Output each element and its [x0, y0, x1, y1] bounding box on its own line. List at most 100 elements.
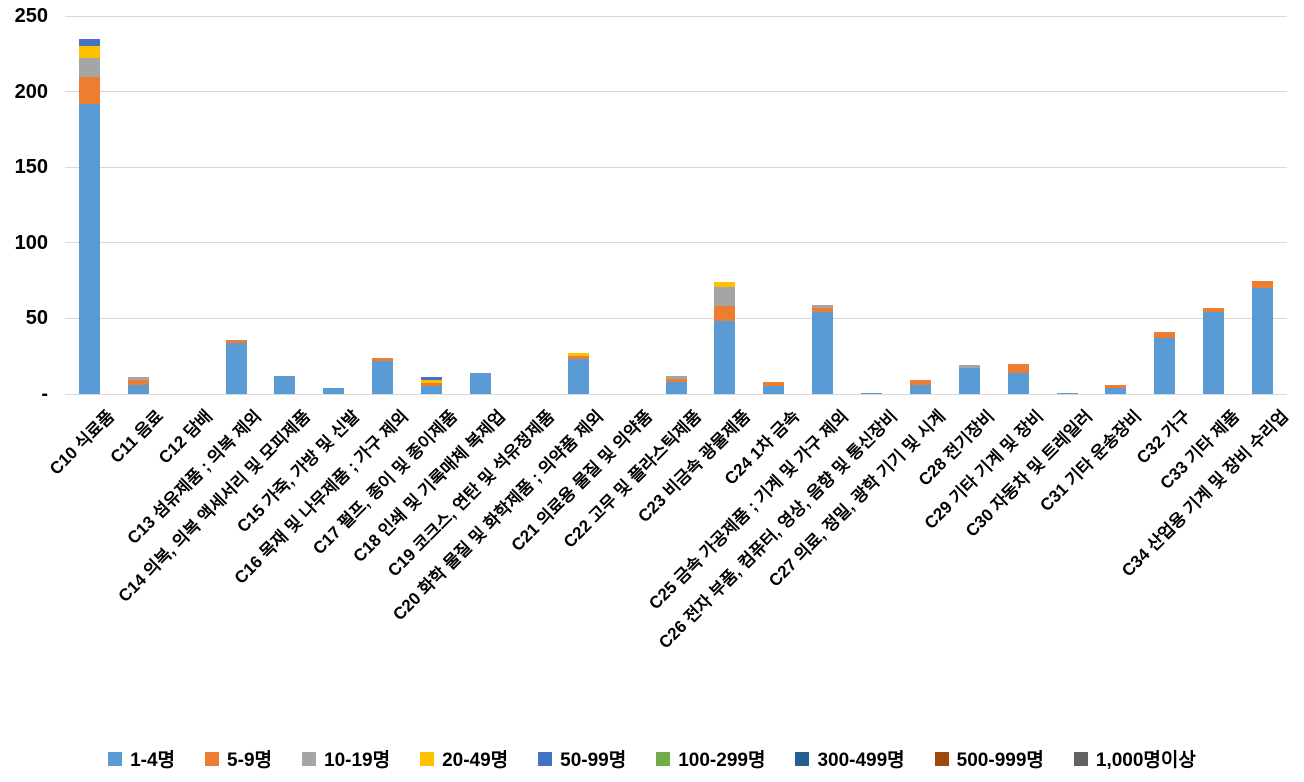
- legend-color-swatch-icon: [205, 751, 220, 766]
- bar-segment: [1154, 338, 1176, 394]
- y-axis-label: 150: [14, 156, 48, 179]
- legend-color-swatch-icon: [1073, 751, 1088, 766]
- bar-stack: [714, 282, 736, 394]
- bar-segment: [127, 384, 149, 394]
- legend-color-swatch-icon: [538, 751, 553, 766]
- bar-segment: [1252, 288, 1274, 394]
- bar-segment: [225, 342, 247, 394]
- bar-segment: [714, 306, 736, 322]
- bar-stack: [127, 377, 149, 394]
- bar-stack: [567, 353, 589, 394]
- bar-stack: [861, 392, 883, 394]
- bar-segment: [812, 312, 834, 394]
- bar-segment: [665, 381, 687, 394]
- bar-segment: [421, 380, 443, 384]
- bar-segment: [958, 365, 980, 369]
- bar-stack: [274, 375, 296, 394]
- legend-color-swatch-icon: [934, 751, 949, 766]
- bar-segment: [127, 380, 149, 385]
- y-axis-label: 200: [14, 80, 48, 103]
- bar-segment: [714, 321, 736, 394]
- legend-item: 1,000명이상: [1073, 745, 1196, 772]
- legend-label: 50-99명: [560, 750, 627, 771]
- y-axis-label: 250: [14, 5, 48, 27]
- y-axis-label: -: [41, 383, 48, 405]
- bar-stack: [469, 372, 491, 394]
- bar-segment: [469, 372, 491, 394]
- bar-segment: [1203, 307, 1225, 313]
- bar-segment: [909, 380, 931, 385]
- bar-segment: [1154, 332, 1176, 339]
- legend: 1-4명 5-9명 10-19명 20-49명 50-99명 100-299명 300-49…: [0, 745, 1304, 772]
- legend-color-swatch-icon: [656, 751, 671, 766]
- bar-segment: [372, 357, 394, 361]
- bar-segment: [421, 383, 443, 387]
- bar-stack: [1056, 392, 1078, 394]
- legend-color-swatch-icon: [420, 751, 435, 766]
- bar-segment: [1056, 392, 1078, 394]
- legend-item: 50-99명: [538, 745, 626, 772]
- gridline: [65, 393, 1287, 395]
- bar-segment: [1007, 372, 1029, 394]
- bar-segment: [1007, 363, 1029, 373]
- legend-color-swatch-icon: [302, 751, 316, 766]
- legend-label: 500-999명: [956, 750, 1044, 771]
- legend-label: 300-499명: [817, 750, 905, 771]
- bar-segment: [714, 286, 736, 307]
- bar-segment: [763, 381, 785, 387]
- bar-stack: [958, 365, 980, 394]
- legend-color-swatch-icon: [108, 751, 123, 766]
- bar-segment: [812, 304, 834, 308]
- bar-segment: [861, 392, 883, 394]
- legend-color-swatch-icon: [795, 751, 810, 766]
- gridline: [65, 15, 1287, 17]
- bar-stack: [78, 38, 100, 394]
- legend-item: 10-19명: [302, 745, 390, 772]
- legend-item: 5-9명: [205, 745, 272, 772]
- bar-segment: [274, 375, 296, 394]
- bar-stack: [323, 387, 345, 394]
- bar-segment: [323, 387, 345, 394]
- legend-item: 1-4명: [108, 745, 175, 772]
- bar-segment: [127, 377, 149, 381]
- bar-segment: [763, 386, 785, 394]
- bar-segment: [567, 353, 589, 357]
- bar-segment: [78, 58, 100, 77]
- bar-segment: [78, 46, 100, 59]
- bar-segment: [1105, 384, 1127, 388]
- bar-segment: [78, 38, 100, 47]
- gridline: [65, 91, 1287, 93]
- bar-segment: [909, 384, 931, 394]
- legend-label: 1,000명이상: [1095, 750, 1196, 771]
- legend-label: 100-299명: [678, 750, 766, 771]
- gridline: [65, 242, 1287, 244]
- legend-label: 20-49명: [442, 750, 509, 771]
- bar-stack: [763, 381, 785, 394]
- bar-segment: [421, 386, 443, 394]
- bar-segment: [714, 282, 736, 287]
- legend-item: 300-499명: [795, 745, 905, 772]
- bar-stack: [1007, 363, 1029, 394]
- bar-segment: [1105, 387, 1127, 394]
- bar-stack: [1252, 280, 1274, 394]
- legend-label: 5-9명: [227, 750, 272, 771]
- bar-segment: [812, 307, 834, 313]
- bar-stack: [421, 377, 443, 394]
- bar-segment: [958, 368, 980, 394]
- bar-segment: [421, 377, 443, 381]
- bar-segment: [78, 103, 100, 394]
- y-axis-label: 100: [14, 231, 48, 254]
- gridline: [65, 166, 1287, 168]
- bar-stack: [812, 304, 834, 394]
- bar-segment: [1252, 280, 1274, 289]
- legend-label: 1-4명: [130, 750, 176, 771]
- bar-stack: [1154, 332, 1176, 394]
- bar-stack: [909, 380, 931, 394]
- bar-segment: [225, 339, 247, 343]
- y-axis-label: 50: [25, 307, 48, 330]
- bar-segment: [1203, 312, 1225, 394]
- bar-segment: [665, 378, 687, 382]
- legend-item: 20-49명: [420, 745, 508, 772]
- bar-stack: [225, 339, 247, 394]
- bar-stack: [1203, 307, 1225, 394]
